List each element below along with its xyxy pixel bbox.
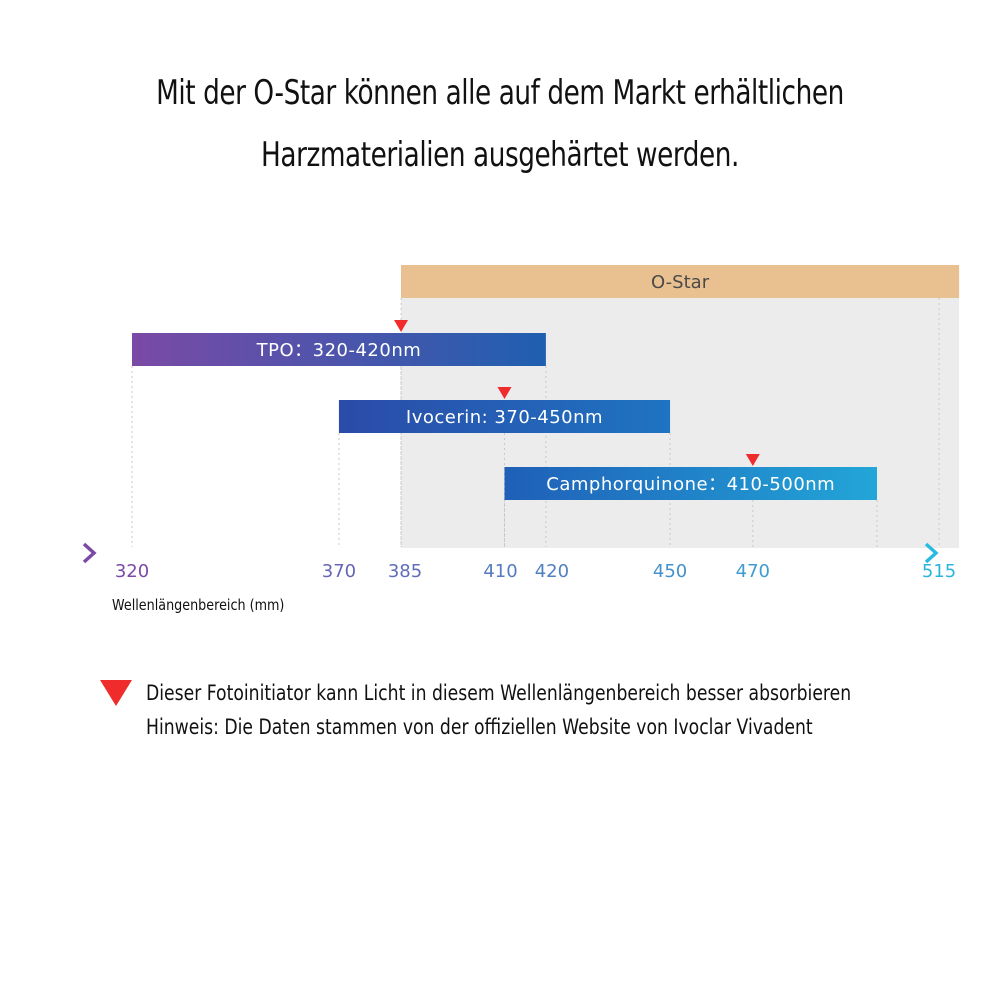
axis-start-arrow-icon [82,542,97,564]
x-tick-label: 450 [653,561,687,582]
o-star-band-header [401,265,960,298]
range-bar-label-2: Ivocerin: 370-450nm [406,407,603,428]
x-tick-label: 385 [388,561,422,582]
o-star-band-label: O-Star [651,272,710,293]
headline-line-2: Harzmaterialien ausgehärtet werden. [261,135,739,175]
headline: Mit der O-Star können alle auf dem Markt… [0,62,1000,186]
x-tick-label: 420 [535,561,569,582]
x-tick-label: 515 [922,561,956,582]
x-tick-label: 470 [736,561,770,582]
wavelength-chart: O-Star TPO：320-420nm Ivocerin: 370-450nm C… [58,265,960,582]
legend-text: Dieser Fotoinitiator kann Licht in diese… [146,676,851,744]
peak-marker-icon [497,387,512,399]
headline-line-1: Mit der O-Star können alle auf dem Markt… [156,73,844,113]
peak-marker-icon [745,454,760,466]
x-tick-label: 370 [322,561,356,582]
legend-line-1: Dieser Fotoinitiator kann Licht in diese… [146,681,852,705]
range-bar-1 [132,333,546,366]
red-triangle-icon [100,680,132,706]
axis-title: Wellenlängenbereich (mm) [112,596,285,614]
peak-marker-icon [394,320,409,332]
range-bar-2 [338,400,671,433]
range-bar-label-3: Camphorquinone：410-500nm [546,474,835,495]
legend-line-2: Hinweis: Die Daten stammen von der offiz… [146,715,813,739]
x-tick-label: 410 [483,561,517,582]
range-bar-3 [504,467,877,500]
x-tick-label: 320 [115,561,149,582]
axis-end-arrow-icon [924,542,939,564]
range-bar-label-1: TPO：320-420nm [256,340,422,361]
